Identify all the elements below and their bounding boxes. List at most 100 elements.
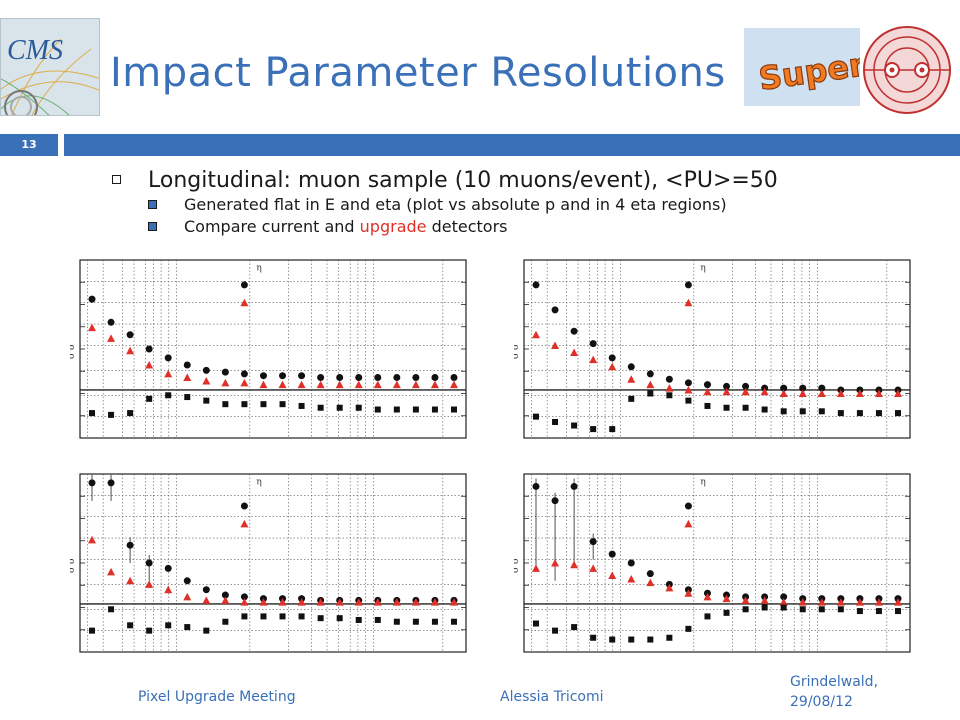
data-point-ratio [761,406,768,413]
data-point-current [818,384,826,392]
data-point-current [202,586,210,594]
data-point-upgrade [107,334,116,342]
data-point-ratio [609,636,616,643]
data-point-upgrade [392,380,401,389]
data-point-upgrade [145,580,154,588]
data-point-current [589,538,597,546]
data-point-current [646,570,654,578]
data-point-ratio [203,627,210,634]
data-point-upgrade [259,380,268,389]
data-point-upgrade [126,576,135,585]
data-point-upgrade [665,384,674,392]
cms-logo-text: CMS [7,35,63,66]
data-point-ratio [222,401,229,408]
data-point-upgrade [373,598,382,606]
data-point-upgrade [335,598,344,606]
data-point-upgrade [278,598,287,606]
data-point-upgrade [354,598,363,606]
data-point-upgrade [392,598,401,606]
data-point-current [240,593,248,601]
y-axis-label: σ δ [514,345,521,359]
data-point-upgrade [411,380,420,389]
legend-marker-current [684,281,692,289]
data-point-ratio [685,625,692,632]
data-point-ratio [895,410,901,417]
footer-location-date: Grindelwald, 29/08/12 [790,672,878,712]
data-point-upgrade [430,380,439,389]
footer-meeting: Pixel Upgrade Meeting [138,689,296,705]
data-point-upgrade [430,598,439,606]
page-title: Impact Parameter Resolutions [110,50,726,96]
hollow-square-bullet-icon [112,175,121,184]
data-point-upgrade [240,598,249,606]
data-point-upgrade [259,598,268,606]
eta-annotation: η [256,264,261,274]
data-point-upgrade [608,571,617,579]
data-point-current [298,372,306,380]
data-point-current [608,354,616,362]
bullet-sub-2-suffix: detectors [426,217,508,236]
data-point-upgrade [836,598,845,606]
data-point-upgrade [450,380,458,389]
data-point-current [799,384,807,392]
data-point-upgrade [183,592,192,601]
data-point-ratio [355,616,362,623]
legend-marker-upgrade [240,519,249,528]
legend-marker-current [240,281,248,289]
data-point-current [126,331,134,339]
data-point-upgrade [551,341,560,349]
data-point-current [551,497,559,505]
plot-3: σ δ η [70,473,467,653]
data-point-upgrade [722,387,731,396]
data-point-upgrade [798,389,807,397]
data-point-upgrade [126,346,135,355]
data-point-upgrade [627,575,636,583]
data-point-ratio [647,636,654,643]
data-point-ratio [336,404,343,411]
data-point-ratio [742,404,749,411]
data-point-ratio [260,613,267,620]
data-point-ratio [818,606,825,613]
data-point-upgrade [684,385,693,394]
data-point-ratio [374,616,381,623]
data-point-ratio [837,606,844,613]
data-point-upgrade [684,589,693,597]
data-point-ratio [241,401,248,408]
data-point-ratio [723,404,730,411]
data-point-current [393,373,401,381]
data-point-ratio [723,609,730,616]
data-point-ratio [780,604,787,611]
data-point-upgrade [722,594,731,603]
data-point-upgrade [779,389,788,397]
data-point-current [126,541,134,549]
data-point-current [183,361,191,369]
data-point-ratio [590,426,597,433]
data-point-upgrade [836,389,845,397]
data-point-current [450,373,458,381]
data-point-current [145,559,153,567]
data-point-upgrade [202,596,211,604]
lhc-logo [862,18,952,122]
data-point-upgrade [760,387,769,396]
plot-1: σ δ η [70,259,467,439]
data-point-current [221,368,229,376]
data-point-ratio [317,615,324,622]
bullet-sub-2-highlight: upgrade [359,217,427,236]
data-point-current [551,306,559,314]
data-point-current [279,372,287,380]
data-point-ratio [260,401,267,408]
data-point-ratio [108,411,115,418]
data-point-upgrade [855,389,864,397]
data-point-ratio [431,618,438,625]
legend-marker-upgrade [240,298,249,307]
data-point-current [780,593,788,601]
data-point-current [412,373,420,381]
data-point-upgrade [874,598,883,606]
plot-frame [523,473,911,653]
bullet-sub-2: Compare current and upgrade detectors [148,216,778,238]
plot-frame [523,259,911,439]
data-point-ratio [647,390,654,397]
data-point-ratio [279,401,286,408]
data-point-upgrade [316,598,325,606]
data-point-ratio [799,606,806,613]
